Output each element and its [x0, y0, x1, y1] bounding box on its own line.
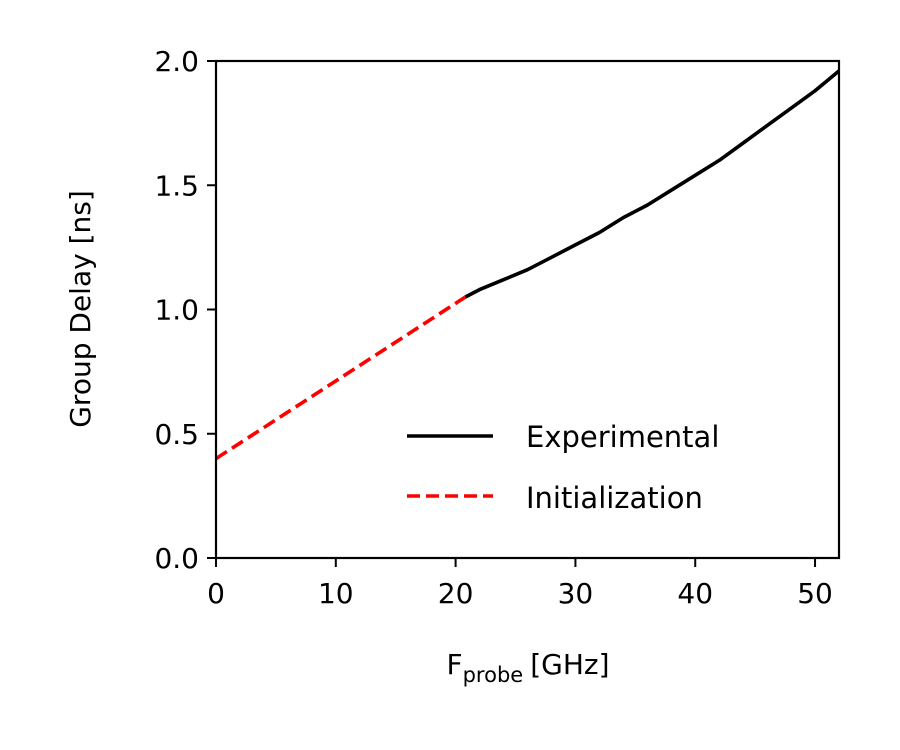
- x-axis-label-sub: probe: [463, 663, 524, 687]
- y-tick-label: 1.5: [154, 169, 199, 202]
- legend-label-experimental: Experimental: [526, 420, 719, 454]
- y-axis-label: Group Delay [ns]: [64, 190, 97, 428]
- legend-label-initialization: Initialization: [526, 481, 703, 515]
- y-tick-label: 0.5: [154, 418, 199, 451]
- x-tick-label: 10: [318, 577, 354, 610]
- x-axis-ticks: 0 10 20 30 40 50: [207, 558, 833, 610]
- legend: Experimental Initialization: [407, 420, 719, 515]
- x-tick-label: 30: [558, 577, 594, 610]
- x-axis-label-main: F: [446, 648, 462, 681]
- series-line-initialization: [215, 295, 467, 461]
- y-tick-label: 1.0: [154, 294, 199, 327]
- x-tick-label: 0: [207, 577, 225, 610]
- y-tick-label: 0.0: [154, 542, 199, 575]
- y-tick-label: 2.0: [154, 45, 199, 78]
- y-axis-ticks: 0.0 0.5 1.0 1.5 2.0: [154, 45, 216, 575]
- x-tick-label: 20: [438, 577, 474, 610]
- series-layer: [215, 69, 841, 461]
- x-axis-label-unit: [GHz]: [530, 648, 609, 681]
- series-line-experimental: [464, 69, 841, 299]
- x-tick-label: 50: [797, 577, 833, 610]
- x-axis-label: Fprobe [GHz]: [446, 648, 609, 687]
- x-tick-label: 40: [677, 577, 713, 610]
